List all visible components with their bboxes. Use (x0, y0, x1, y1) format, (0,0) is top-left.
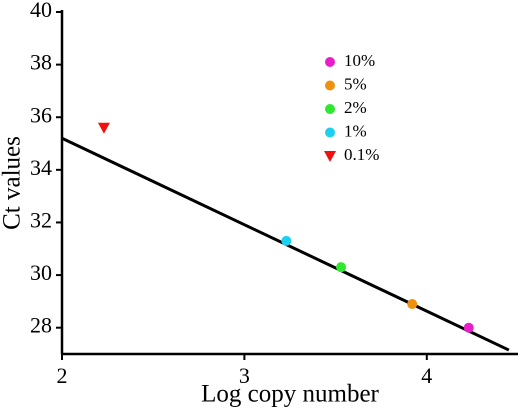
legend-marker (324, 151, 336, 162)
legend-label: 2% (344, 98, 367, 117)
y-axis-label: Ct values (0, 136, 26, 230)
y-tick-label: 40 (30, 0, 52, 22)
x-tick-label: 3 (239, 363, 250, 388)
legend-marker (325, 104, 335, 114)
data-point (407, 299, 418, 310)
y-tick-label: 32 (30, 208, 52, 233)
x-tick-label: 2 (57, 363, 68, 388)
data-point (97, 122, 110, 134)
y-tick-label: 28 (30, 313, 52, 338)
legend-label: 5% (344, 74, 367, 93)
legend-label: 1% (344, 121, 367, 140)
legend-marker (325, 57, 335, 67)
x-tick-label: 4 (421, 363, 432, 388)
data-point (336, 262, 347, 273)
data-point (281, 235, 292, 246)
legend-marker (325, 80, 335, 91)
data-point (463, 322, 474, 333)
y-tick-label: 34 (30, 155, 52, 180)
y-tick-label: 36 (30, 102, 52, 127)
x-axis-label: Log copy number (201, 381, 379, 408)
legend-label: 10% (344, 51, 375, 70)
legend-label: 0.1% (344, 145, 379, 164)
legend-marker (325, 127, 335, 138)
y-tick-label: 38 (30, 50, 52, 75)
y-tick-label: 30 (30, 260, 52, 285)
